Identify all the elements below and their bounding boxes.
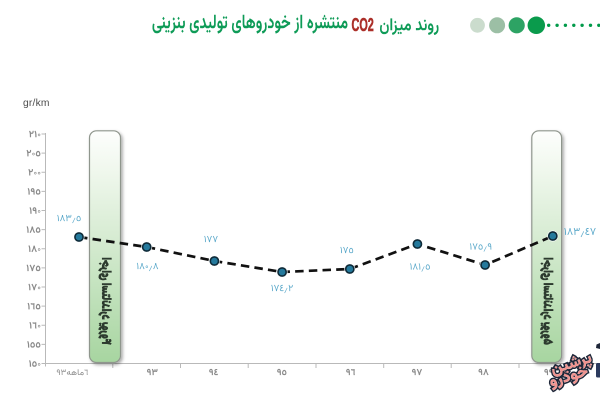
svg-text:CO2: CO2 [352,14,374,35]
svg-text:gr/km: gr/km [23,98,50,109]
